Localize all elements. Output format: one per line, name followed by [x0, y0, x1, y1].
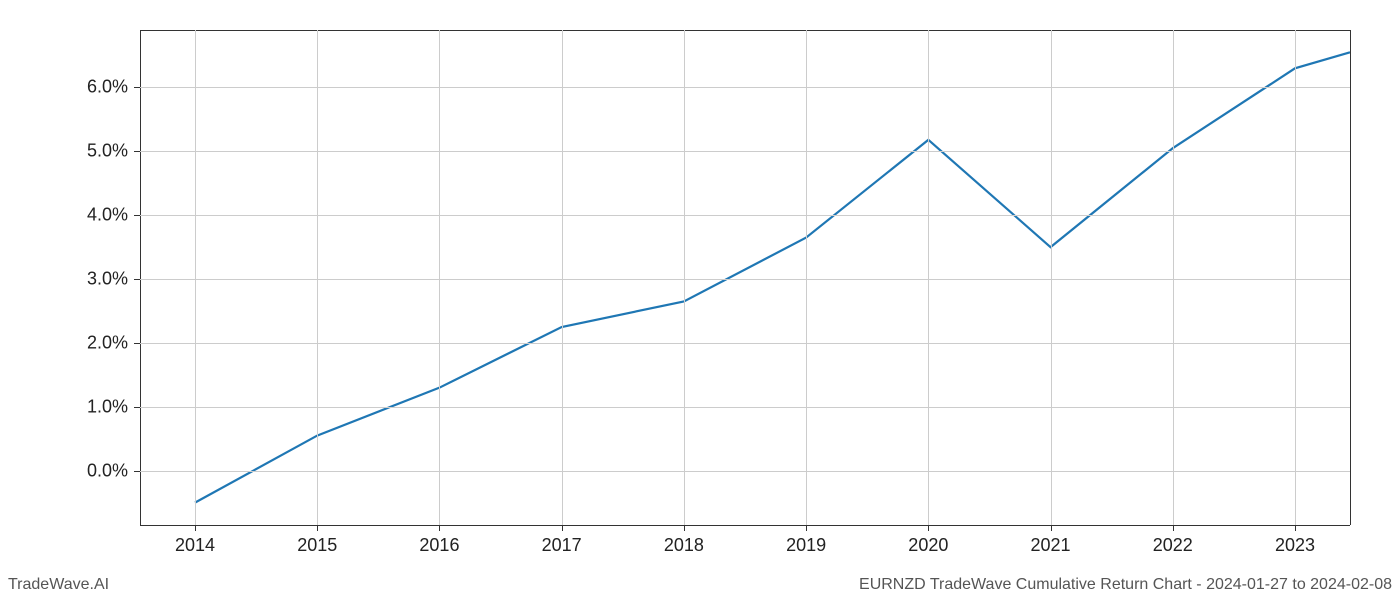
- x-tick-label: 2016: [419, 535, 459, 556]
- y-tick-label: 4.0%: [87, 205, 128, 226]
- y-gridline: [140, 279, 1350, 280]
- x-gridline: [928, 30, 929, 525]
- x-tick-mark: [928, 525, 929, 531]
- y-gridline: [140, 471, 1350, 472]
- plot-area: [140, 30, 1350, 525]
- y-gridline: [140, 215, 1350, 216]
- x-tick-mark: [806, 525, 807, 531]
- y-tick-label: 5.0%: [87, 141, 128, 162]
- y-tick-mark: [134, 151, 140, 152]
- y-tick-mark: [134, 343, 140, 344]
- y-gridline: [140, 343, 1350, 344]
- x-tick-label: 2014: [175, 535, 215, 556]
- y-tick-label: 1.0%: [87, 396, 128, 417]
- x-gridline: [439, 30, 440, 525]
- y-tick-label: 2.0%: [87, 332, 128, 353]
- axis-spine: [140, 525, 1350, 526]
- x-tick-label: 2018: [664, 535, 704, 556]
- y-gridline: [140, 87, 1350, 88]
- x-tick-mark: [195, 525, 196, 531]
- x-tick-label: 2019: [786, 535, 826, 556]
- x-tick-mark: [1295, 525, 1296, 531]
- x-tick-label: 2022: [1153, 535, 1193, 556]
- y-tick-mark: [134, 471, 140, 472]
- x-tick-mark: [439, 525, 440, 531]
- x-tick-mark: [317, 525, 318, 531]
- chart-container: 0.0% 1.0% 2.0% 3.0% 4.0% 5.0% 6.0% 2014 2015 2016…: [0, 0, 1400, 600]
- x-tick-label: 2015: [297, 535, 337, 556]
- y-tick-mark: [134, 407, 140, 408]
- x-gridline: [1295, 30, 1296, 525]
- x-tick-label: 2017: [542, 535, 582, 556]
- x-tick-label: 2020: [908, 535, 948, 556]
- y-gridline: [140, 151, 1350, 152]
- x-gridline: [1051, 30, 1052, 525]
- axis-spine: [1350, 30, 1351, 525]
- x-tick-mark: [1051, 525, 1052, 531]
- x-gridline: [195, 30, 196, 525]
- watermark-left: TradeWave.AI: [8, 576, 109, 594]
- x-tick-label: 2021: [1031, 535, 1071, 556]
- axis-spine: [140, 30, 141, 525]
- y-tick-mark: [134, 87, 140, 88]
- y-tick-label: 3.0%: [87, 269, 128, 290]
- y-tick-label: 0.0%: [87, 460, 128, 481]
- axis-spine: [140, 30, 1350, 31]
- y-tick-mark: [134, 215, 140, 216]
- x-gridline: [684, 30, 685, 525]
- y-tick-mark: [134, 279, 140, 280]
- x-gridline: [562, 30, 563, 525]
- x-tick-mark: [562, 525, 563, 531]
- chart-caption-right: EURNZD TradeWave Cumulative Return Chart…: [859, 576, 1392, 594]
- x-gridline: [806, 30, 807, 525]
- x-gridline: [1173, 30, 1174, 525]
- x-tick-mark: [684, 525, 685, 531]
- x-gridline: [317, 30, 318, 525]
- x-tick-mark: [1173, 525, 1174, 531]
- x-tick-label: 2023: [1275, 535, 1315, 556]
- y-tick-label: 6.0%: [87, 77, 128, 98]
- y-gridline: [140, 407, 1350, 408]
